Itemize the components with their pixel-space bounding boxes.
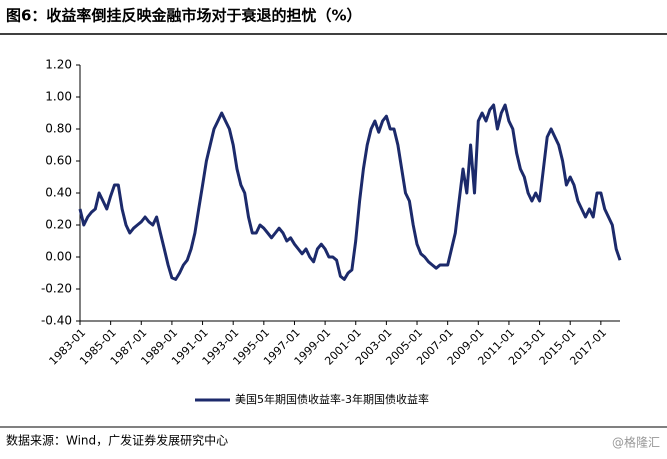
y-tick-label: 0.00 xyxy=(45,250,72,264)
legend-label: 美国5年期国债收益率-3年期国债收益率 xyxy=(235,392,429,406)
line-series xyxy=(78,103,622,281)
y-tick-label: 0.20 xyxy=(45,218,72,232)
y-tick-label: 0.80 xyxy=(45,122,72,136)
y-tick-label: 1.00 xyxy=(45,90,72,104)
chart-title: 图6：收益率倒挂反映金融市场对于衰退的担忧（%） xyxy=(6,7,361,25)
y-tick-label: 0.60 xyxy=(45,154,72,168)
y-tick-label: 1.20 xyxy=(45,58,72,72)
y-tick-label: -0.20 xyxy=(41,282,72,296)
source: 数据来源：Wind，广发证券发展研究中心 xyxy=(6,433,228,448)
y-tick-label: -0.40 xyxy=(41,314,72,328)
watermark: @格隆汇 xyxy=(612,435,660,450)
y-tick-label: 0.40 xyxy=(45,186,72,200)
